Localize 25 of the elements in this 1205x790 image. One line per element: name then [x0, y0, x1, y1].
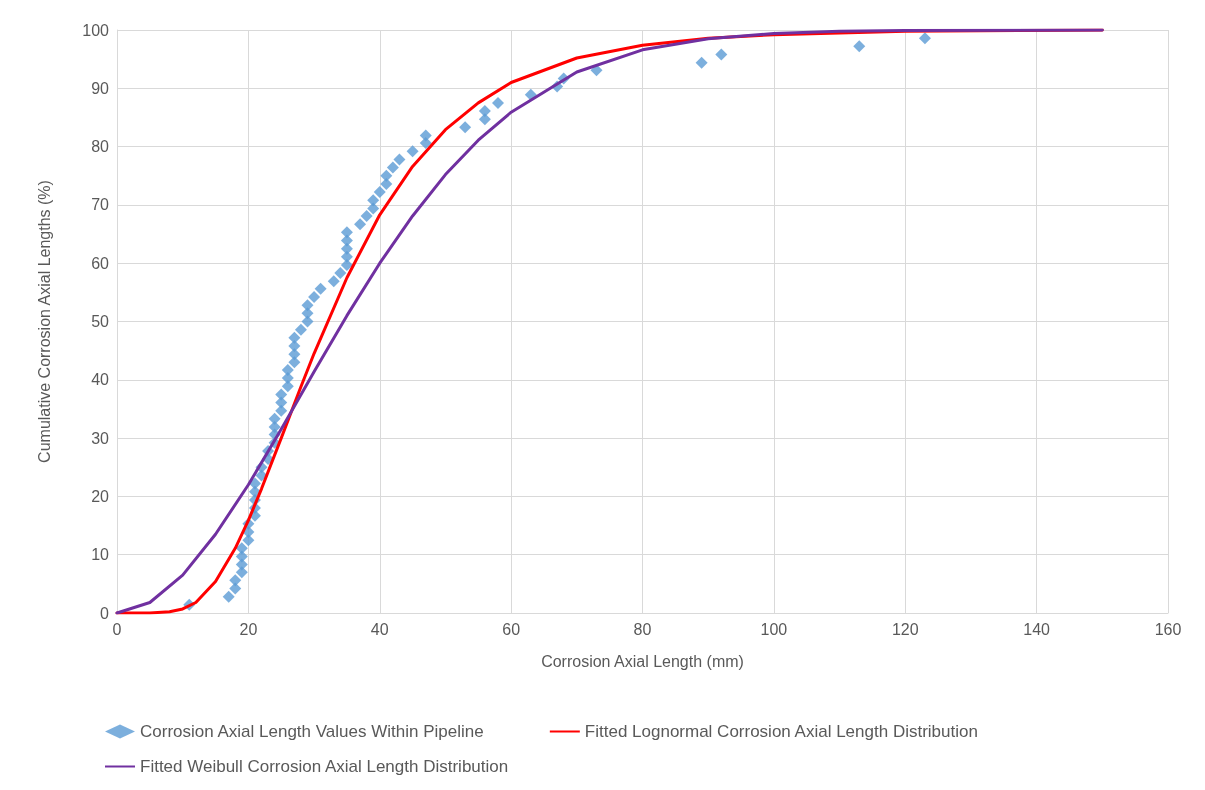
y-tick-label: 20 [91, 487, 110, 505]
x-tick-label: 80 [633, 620, 652, 638]
legend-label: Fitted Lognormal Corrosion Axial Length Distribution [584, 722, 1026, 741]
x-tick-label: 120 [891, 620, 919, 638]
x-axis-title: Corrosion Axial Length (mm) [541, 652, 744, 670]
y-tick-label: 50 [91, 313, 110, 330]
x-tick-label: 160 [1154, 620, 1182, 638]
x-tick-label: 40 [370, 620, 389, 638]
x-tick-label: 60 [502, 620, 521, 638]
x-tick-label: 140 [1023, 620, 1051, 638]
y-tick-label: 60 [91, 254, 110, 272]
y-axis-title: Cumulative Corrosion Axial Lengths (%) [35, 180, 53, 463]
y-tick-label: 70 [91, 196, 110, 214]
x-tick-label: 20 [239, 620, 258, 638]
legend-label: Corrosion Axial Length Values Within Pipeline [140, 722, 531, 741]
y-tick-label: 40 [91, 371, 110, 389]
x-tick-label: 100 [760, 620, 788, 638]
y-tick-label: 90 [91, 79, 110, 97]
y-tick-label: 10 [91, 546, 110, 564]
y-tick-label: 30 [91, 429, 110, 447]
legend-label: Fitted Weibull Corrosion Axial Length Distribution [140, 757, 556, 776]
x-tick-label: 0 [112, 620, 122, 638]
y-tick-label: 0 [100, 604, 110, 622]
y-tick-label: 100 [82, 21, 110, 39]
y-tick-label: 80 [91, 138, 110, 156]
